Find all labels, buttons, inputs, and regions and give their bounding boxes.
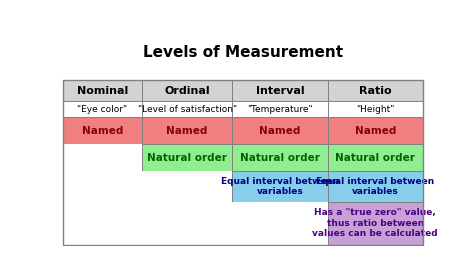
Text: Named: Named — [355, 126, 396, 136]
Bar — [328, 80, 423, 101]
Bar — [328, 101, 423, 117]
Text: "Eye color": "Eye color" — [77, 105, 128, 114]
Bar — [328, 171, 423, 202]
Text: Named: Named — [259, 126, 301, 136]
Bar — [232, 144, 328, 171]
Bar — [63, 144, 142, 171]
Bar — [63, 202, 142, 245]
Text: Named: Named — [82, 126, 123, 136]
Bar — [232, 202, 328, 245]
Bar — [142, 117, 232, 144]
Text: Named: Named — [166, 126, 208, 136]
Text: "Temperature": "Temperature" — [247, 105, 313, 114]
Bar — [63, 117, 142, 144]
Bar — [232, 171, 328, 202]
Text: Interval: Interval — [255, 86, 304, 95]
Text: Natural order: Natural order — [147, 153, 227, 163]
Bar — [63, 80, 423, 245]
Text: Ratio: Ratio — [359, 86, 392, 95]
Bar — [142, 171, 232, 202]
Bar — [232, 101, 328, 117]
Bar — [63, 80, 142, 101]
Bar — [63, 101, 142, 117]
Text: "Height": "Height" — [356, 105, 394, 114]
Bar — [142, 202, 232, 245]
Text: "Level of satisfaction": "Level of satisfaction" — [137, 105, 237, 114]
Text: Equal interval between
variables: Equal interval between variables — [316, 177, 434, 196]
Bar — [328, 117, 423, 144]
Text: Ordinal: Ordinal — [164, 86, 210, 95]
Bar — [232, 80, 328, 101]
Bar — [142, 101, 232, 117]
Text: Natural order: Natural order — [335, 153, 415, 163]
Bar — [142, 144, 232, 171]
Text: Levels of Measurement: Levels of Measurement — [143, 45, 343, 60]
Text: Natural order: Natural order — [240, 153, 320, 163]
Bar — [63, 171, 142, 202]
Bar — [328, 202, 423, 245]
Text: Equal interval between
variables: Equal interval between variables — [221, 177, 339, 196]
Text: Nominal: Nominal — [77, 86, 128, 95]
Bar — [232, 117, 328, 144]
Text: Has a "true zero" value,
thus ratio between
values can be calculated: Has a "true zero" value, thus ratio betw… — [312, 208, 438, 238]
Bar — [142, 80, 232, 101]
Bar — [328, 144, 423, 171]
